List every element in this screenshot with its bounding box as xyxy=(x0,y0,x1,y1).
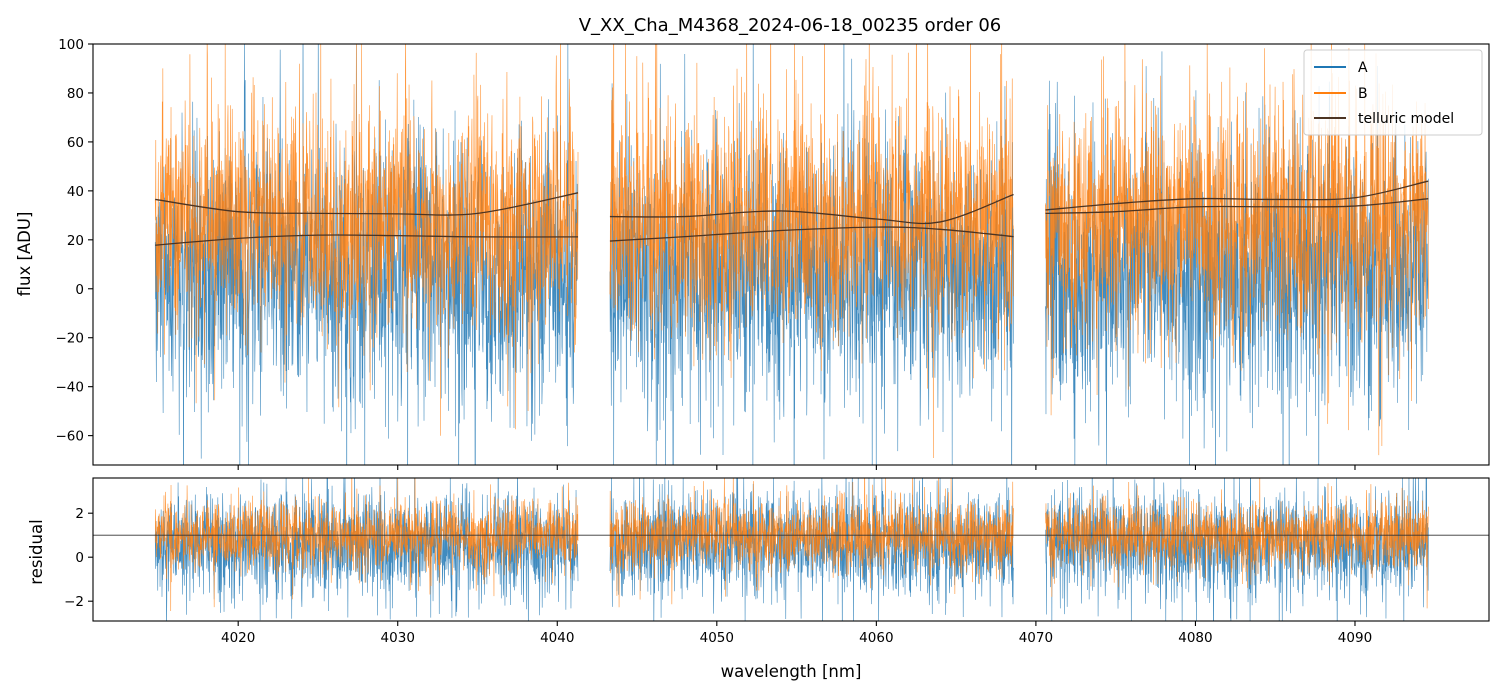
telluric-model-curve-5 xyxy=(1045,180,1429,211)
residual-series-b-segment-3 xyxy=(1045,478,1429,609)
residual-x-tick-label-4030: 4030 xyxy=(381,630,415,646)
flux-y-tick-label-3: 0 xyxy=(75,282,84,298)
flux-series-b-segment-2 xyxy=(609,44,1014,459)
residual-series-b-segment-1 xyxy=(154,478,579,612)
flux-y-axis-label: flux [ADU] xyxy=(15,212,34,297)
telluric-model-curve-2 xyxy=(155,234,579,246)
legend-box xyxy=(1303,49,1483,136)
x-axis-label: wavelength [nm] xyxy=(721,662,862,681)
telluric-model-curve-3 xyxy=(609,193,1014,225)
residual-y-tick-label-0: −2 xyxy=(64,594,84,610)
residual-x-tick-label-4090: 4090 xyxy=(1338,630,1372,646)
telluric-model-curve-1 xyxy=(155,192,579,216)
flux-y-tick-label-2: −20 xyxy=(56,331,85,347)
flux-y-tick-label-8: 100 xyxy=(58,37,84,53)
legend: A B telluric model xyxy=(1303,49,1483,136)
chart-title: V_XX_Cha_M4368_2024-06-18_00235 order 06 xyxy=(579,15,1002,36)
residual-x-tick-label-4050: 4050 xyxy=(700,630,734,646)
flux-y-tick-label-7: 80 xyxy=(67,86,84,102)
flux-y-tick-label-1: −40 xyxy=(56,380,85,396)
legend-label-telluric: telluric model xyxy=(1358,111,1454,127)
flux-plot-frame xyxy=(92,43,1490,466)
residual-y-tick-label-1: 0 xyxy=(75,550,84,566)
telluric-model-curve-4 xyxy=(609,226,1014,242)
flux-y-tick-label-4: 20 xyxy=(67,233,84,249)
flux-y-tick-label-5: 40 xyxy=(67,184,84,200)
flux-panel: −60 −40 −20 0 20 40 60 80 100 flux [ADU] A B tel… xyxy=(15,37,1490,470)
flux-series-b-segment-3 xyxy=(1045,44,1429,456)
residual-x-tick-label-4070: 4070 xyxy=(1019,630,1053,646)
legend-label-b: B xyxy=(1358,86,1368,102)
residual-x-tick-label-4060: 4060 xyxy=(859,630,893,646)
residual-x-tick-label-4020: 4020 xyxy=(221,630,255,646)
residual-panel: 4020 4030 4040 4050 4060 4070 4080 4090 −2 0 2 re… xyxy=(27,477,1490,681)
flux-y-tick-label-6: 60 xyxy=(67,135,84,151)
telluric-model-curve-6 xyxy=(1045,198,1429,215)
legend-label-a: A xyxy=(1358,60,1368,76)
residual-x-tick-label-4040: 4040 xyxy=(540,630,574,646)
residual-plot-frame xyxy=(92,477,1490,622)
flux-series-b-segment-1 xyxy=(154,44,579,436)
residual-y-tick-label-2: 2 xyxy=(75,506,84,522)
residual-x-tick-label-4080: 4080 xyxy=(1178,630,1212,646)
residual-series-b-segment-2 xyxy=(609,478,1014,608)
flux-y-tick-label-0: −60 xyxy=(56,429,85,445)
residual-y-axis-label: residual xyxy=(27,519,46,584)
